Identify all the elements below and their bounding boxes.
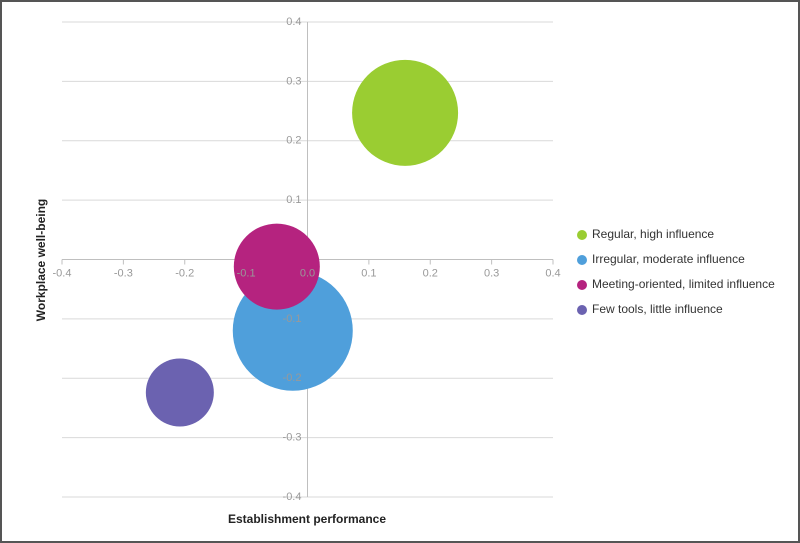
x-tick-label: 0.0: [300, 267, 315, 279]
legend-label: Meeting-oriented, limited influence: [592, 277, 775, 291]
x-tick-label: -0.1: [237, 267, 256, 279]
y-tick-label: 0.2: [286, 135, 301, 147]
x-tick-label: -0.4: [53, 267, 72, 279]
y-tick-label: -0.4: [283, 491, 302, 503]
y-tick-label: 0.3: [286, 75, 301, 87]
y-tick-label: -0.1: [283, 313, 302, 325]
bubble: [145, 358, 214, 427]
y-tick-label: 0.4: [286, 16, 301, 28]
marks: [145, 59, 459, 427]
legend-label: Regular, high influence: [592, 227, 714, 241]
legend-label: Irregular, moderate influence: [592, 252, 745, 266]
y-tick-label: 0.1: [286, 194, 301, 206]
x-tick-label: 0.1: [361, 267, 376, 279]
labels: -0.4 -0.3 -0.2 -0.1 0.1 0.2 0.3 0.4 -0.4 -0.3 -0.2…: [53, 16, 776, 503]
bubble: [233, 223, 320, 310]
legend-marker: [577, 230, 587, 240]
x-tick-label: 0.3: [484, 267, 499, 279]
y-tick-label: -0.2: [283, 372, 302, 384]
legend-marker: [577, 255, 587, 265]
legend-marker: [577, 280, 587, 290]
bubble: [352, 59, 459, 166]
y-tick-label: -0.3: [283, 432, 302, 444]
y-axis-title: Workplace well-being: [34, 199, 48, 321]
x-tick-label: 0.2: [423, 267, 438, 279]
x-tick-label: -0.2: [175, 267, 194, 279]
x-tick-label: 0.4: [545, 267, 560, 279]
legend-label: Few tools, little influence: [592, 302, 723, 316]
x-axis-title: Establishment performance: [228, 512, 386, 526]
legend-marker: [577, 305, 587, 315]
x-tick-label: -0.3: [114, 267, 133, 279]
